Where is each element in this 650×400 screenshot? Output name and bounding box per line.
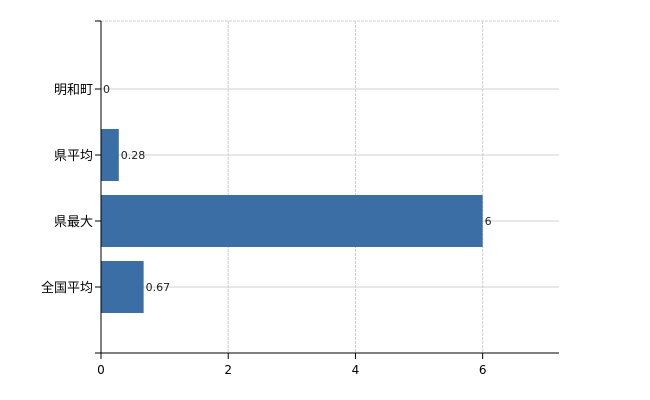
category-label: 全国平均 [41, 280, 93, 296]
x-tick-label: 4 [352, 363, 360, 377]
category-label: 明和町 [54, 83, 93, 98]
bar [101, 129, 119, 181]
data-label: 0.67 [146, 281, 171, 294]
data-label: 0.28 [121, 149, 146, 162]
data-label: 6 [485, 215, 492, 228]
bar [101, 261, 144, 313]
x-tick-label: 0 [97, 363, 105, 377]
x-tick-label: 6 [479, 363, 487, 377]
data-label: 0 [103, 83, 110, 96]
bar [101, 195, 483, 247]
x-tick-label: 2 [224, 363, 232, 377]
category-label: 県最大 [54, 215, 93, 230]
category-label: 県平均 [54, 149, 93, 164]
